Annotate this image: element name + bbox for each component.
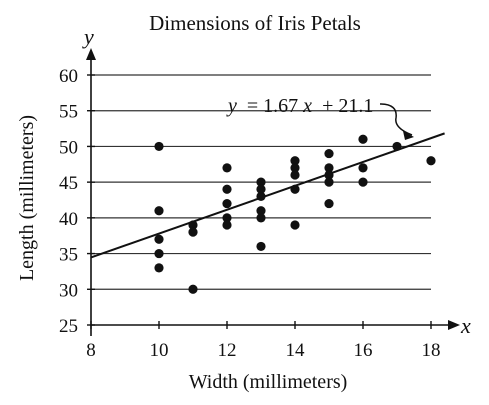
data-point [222, 198, 232, 209]
data-point [290, 220, 300, 230]
data-point [154, 206, 164, 216]
y-tick-label: 25 [59, 316, 78, 337]
tick-labels: 8 10 12 14 16 18 25 30 35 40 45 50 55 60 [59, 66, 441, 361]
axes [86, 48, 460, 336]
data-point [256, 184, 266, 194]
data-point [426, 156, 436, 166]
data-point [222, 220, 232, 230]
data-point [324, 148, 334, 159]
x-tick-label: 10 [150, 340, 169, 361]
x-tick-label: 14 [286, 340, 306, 361]
data-point [324, 170, 334, 180]
data-point [290, 170, 300, 180]
equation-y-var: y [226, 95, 237, 117]
data-point [154, 263, 164, 273]
data-point [188, 220, 198, 230]
data-point [324, 177, 334, 187]
data-point [256, 213, 266, 223]
data-point [290, 163, 300, 173]
data-point [256, 191, 266, 202]
x-tick-label: 18 [422, 340, 441, 361]
data-point [358, 177, 368, 187]
data-point [324, 163, 334, 173]
data-point [256, 241, 266, 252]
data-point [154, 141, 164, 152]
chart-title: Dimensions of Iris Petals [149, 11, 361, 35]
y-axis-arrowhead [86, 48, 96, 60]
data-point [358, 134, 368, 144]
data-point [222, 163, 232, 173]
equation-x-var: x [302, 95, 312, 117]
equation-intercept-part: + 21.1 [322, 95, 373, 117]
x-tick-label: 16 [354, 340, 373, 361]
y-tick-label: 50 [59, 137, 78, 158]
equation-callout-arrowhead [403, 131, 414, 140]
x-tick-label: 8 [86, 340, 96, 361]
regression-equation: y = 1.67 x + 21.1 [226, 95, 373, 117]
y-axis-letter: y [82, 24, 94, 49]
y-tick-label: 40 [59, 209, 78, 230]
y-tick-label: 60 [59, 66, 78, 87]
data-point [290, 184, 300, 194]
data-point [188, 227, 198, 237]
equation-slope-part: = 1.67 [247, 95, 298, 117]
data-point [256, 206, 266, 216]
data-point [154, 248, 164, 259]
y-tick-label: 30 [59, 280, 78, 301]
regression-line-group [90, 132, 445, 259]
data-point [222, 213, 232, 223]
data-points [154, 134, 436, 294]
equation-callout-curve [379, 103, 413, 136]
data-point [222, 184, 232, 194]
x-axis-title: Width (millimeters) [189, 371, 348, 393]
y-tick-label: 55 [59, 102, 78, 123]
y-tick-label: 45 [59, 173, 78, 194]
data-point [256, 177, 266, 187]
data-point [154, 234, 164, 244]
data-point [290, 156, 300, 166]
x-tick-label: 12 [218, 340, 237, 361]
x-axis-letter: x [460, 313, 471, 338]
data-point [188, 284, 198, 294]
y-axis-title: Length (millimeters) [16, 115, 38, 281]
regression-line [90, 132, 445, 259]
data-point [358, 163, 368, 173]
y-tick-label: 35 [59, 245, 78, 266]
data-point [324, 198, 334, 209]
x-axis-arrowhead [448, 320, 460, 330]
data-point [392, 141, 402, 152]
